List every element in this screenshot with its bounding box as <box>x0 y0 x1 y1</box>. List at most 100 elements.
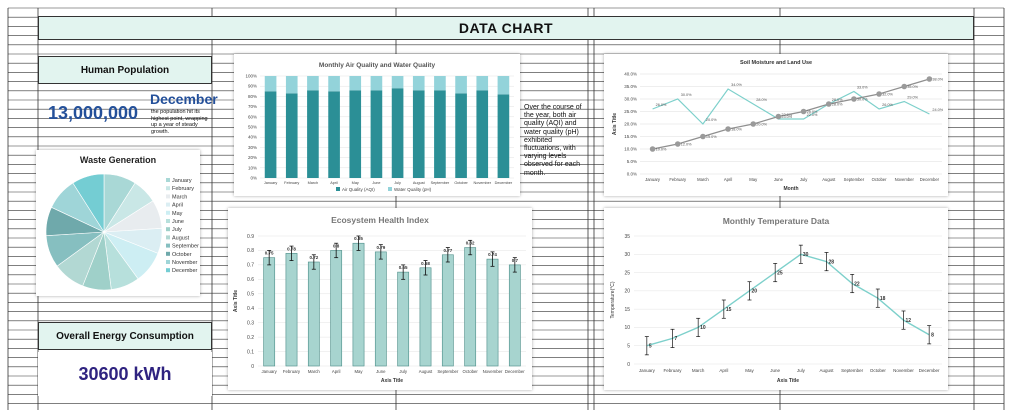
legend-swatch <box>166 268 170 273</box>
legend-swatch <box>166 178 170 182</box>
y-tick-label: 35 <box>624 234 630 240</box>
legend-label: January <box>172 178 192 184</box>
bar-segment <box>285 93 298 178</box>
bar <box>352 242 365 367</box>
chart-title: Monthly Temperature Data <box>723 216 830 226</box>
data-label: 25 <box>777 270 783 276</box>
data-label: 20.0% <box>756 123 767 127</box>
data-point <box>825 101 832 107</box>
legend-swatch <box>336 187 340 191</box>
x-tick-label: March <box>697 177 709 182</box>
temperature-chart: Monthly Temperature Data 0 5 10 15 20 25 30 35 Te… <box>604 208 948 390</box>
data-label: 10 <box>700 325 706 331</box>
y-tick-label: 10 <box>624 325 630 331</box>
x-tick-label: August <box>413 181 426 185</box>
x-tick-label: March <box>308 181 319 185</box>
y-tick-label: 20.0% <box>624 122 637 127</box>
y-tick-label: 40.0% <box>624 72 637 77</box>
soil-land-chart: Soil Moisture and Land Use 0.0% 5.0% 10.0% 1… <box>604 54 948 196</box>
y-tick-label: 40% <box>248 135 257 140</box>
y-axis-title: Axis Title <box>233 290 239 312</box>
data-label: 0.8 <box>333 243 340 248</box>
x-tick-label: March <box>308 369 321 374</box>
legend-label: Air Quality (AQI) <box>342 187 375 192</box>
x-tick-label: May <box>749 177 758 182</box>
y-tick-label: 5 <box>627 344 630 350</box>
data-label: 38.0% <box>932 78 943 82</box>
x-tick-label: August <box>419 369 433 374</box>
y-tick-label: 0.1 <box>247 349 254 355</box>
x-tick-label: June <box>774 177 784 182</box>
bar-segment <box>264 91 277 178</box>
bar-segment <box>497 94 510 178</box>
x-tick-label: November <box>473 181 491 185</box>
x-tick-label: May <box>352 181 359 185</box>
x-tick-label: July <box>797 368 806 373</box>
data-label: 28.0% <box>756 98 767 102</box>
legend-label: July <box>172 227 182 233</box>
x-tick-label: July <box>399 369 407 374</box>
energy-label: Overall Energy Consumption <box>38 322 212 350</box>
y-tick-label: 30.0% <box>624 97 637 102</box>
data-label: 24.0% <box>932 108 943 112</box>
bar <box>397 271 410 367</box>
x-tick-label: October <box>870 368 887 373</box>
ecosystem-health-chart: Ecosystem Health Index 0 0.1 0.2 0.3 0.4 0.5 0.… <box>228 208 532 390</box>
x-tick-label: June <box>372 181 380 185</box>
x-tick-label: February <box>663 368 682 373</box>
data-point <box>649 146 656 152</box>
x-tick-label: February <box>283 369 301 374</box>
legend-label: August <box>172 235 190 241</box>
y-tick-label: 0.7 <box>247 263 254 269</box>
bar-segment <box>264 76 277 92</box>
data-label: 23.0% <box>781 115 792 119</box>
x-tick-label: August <box>819 368 834 373</box>
bar <box>419 267 432 367</box>
bar <box>374 251 387 367</box>
data-label: 0.77 <box>443 248 452 253</box>
legend-swatch <box>166 194 170 199</box>
y-tick-label: 80% <box>248 94 257 99</box>
data-label: 22 <box>854 281 860 287</box>
legend-swatch <box>166 227 170 232</box>
bar-segment <box>307 90 319 178</box>
y-tick-label: 100% <box>245 74 257 79</box>
legend-swatch <box>388 187 392 191</box>
data-label: 0.65 <box>399 265 408 270</box>
data-label: 0.85 <box>354 236 363 241</box>
y-tick-label: 0% <box>250 176 257 181</box>
data-label: 28.0% <box>832 103 843 107</box>
x-tick-label: May <box>354 369 363 374</box>
data-label: 18.0% <box>731 128 742 132</box>
series-line <box>652 78 930 150</box>
y-tick-label: 25.0% <box>624 109 637 114</box>
y-tick-label: 0.3 <box>247 320 254 326</box>
data-label: 0.75 <box>265 251 274 256</box>
waste-generation-svg: Waste Generation January February March Apri… <box>45 155 199 291</box>
x-tick-label: November <box>895 177 915 182</box>
x-tick-label: April <box>332 369 341 374</box>
x-tick-label: September <box>437 369 459 374</box>
x-tick-label: June <box>770 368 780 373</box>
data-point <box>901 83 908 90</box>
data-label: 28 <box>829 259 835 265</box>
data-label: 35.0% <box>907 85 918 89</box>
bar-segment <box>391 76 404 89</box>
data-point <box>700 133 706 140</box>
bar-segment <box>476 76 489 91</box>
bar-segment <box>455 93 467 178</box>
data-point <box>800 108 807 115</box>
x-tick-label: February <box>669 177 687 182</box>
series-line <box>652 88 930 125</box>
data-label: 33.0% <box>857 86 868 90</box>
data-point <box>725 126 731 132</box>
y-axis-title: Axis Title <box>612 113 618 135</box>
page-title: DATA CHART <box>38 16 974 40</box>
bar-segment <box>497 76 510 95</box>
x-tick-label: November <box>893 368 914 373</box>
temperature-line <box>646 253 930 347</box>
data-label: 15.0% <box>706 135 717 139</box>
legend-swatch <box>166 243 170 248</box>
bar <box>263 257 276 367</box>
x-tick-label: July <box>800 177 808 182</box>
